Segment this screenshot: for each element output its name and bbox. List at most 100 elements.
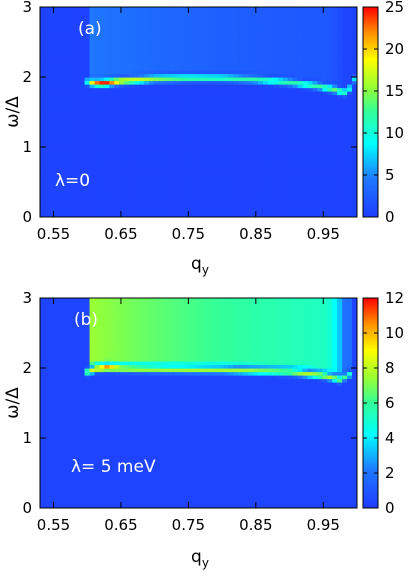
heat-cell xyxy=(267,206,274,211)
heat-cell xyxy=(94,66,101,71)
heat-cell xyxy=(322,143,328,148)
heat-cell xyxy=(148,161,155,166)
heat-cell xyxy=(183,178,190,183)
heat-cell xyxy=(40,119,46,124)
heat-cell xyxy=(243,21,249,26)
heat-cell xyxy=(287,168,294,173)
heat-cell xyxy=(178,49,185,54)
heat-cell xyxy=(104,105,110,110)
heat-cell xyxy=(223,133,229,138)
heat-cell xyxy=(287,210,294,215)
heat-cell xyxy=(84,21,91,26)
heat-cell xyxy=(94,203,101,208)
heat-cell xyxy=(158,115,165,120)
heat-cell xyxy=(223,196,229,201)
heat-cell xyxy=(134,77,140,82)
heat-cell xyxy=(129,126,135,131)
heat-cell xyxy=(64,203,71,208)
heat-cell xyxy=(322,24,328,29)
heat-cell xyxy=(64,28,71,33)
heat-cell xyxy=(148,115,155,120)
heat-cell xyxy=(94,140,101,145)
x-tick-label: 0.55 xyxy=(37,225,70,243)
heat-cell xyxy=(74,133,81,138)
heat-cell xyxy=(193,157,200,162)
heat-cell xyxy=(173,24,180,29)
heat-cell xyxy=(302,52,309,57)
heat-cell xyxy=(262,21,269,26)
heat-cell xyxy=(109,63,115,68)
heat-cell xyxy=(84,354,91,359)
heat-cell xyxy=(54,17,61,22)
heat-cell xyxy=(257,31,264,36)
heat-cell xyxy=(307,7,314,12)
heat-cell xyxy=(69,455,76,460)
heat-cell xyxy=(347,73,353,78)
heat-cell xyxy=(59,385,66,390)
heat-cell xyxy=(99,185,105,190)
heat-cell xyxy=(124,122,130,127)
heat-cell xyxy=(292,56,299,61)
heat-cell xyxy=(342,87,348,92)
heat-cell xyxy=(129,185,135,190)
heat-cell xyxy=(59,7,66,12)
heat-cell xyxy=(84,501,91,506)
heat-cell xyxy=(74,80,81,85)
heat-cell xyxy=(178,192,185,197)
heat-cell xyxy=(252,154,259,159)
heat-cell xyxy=(104,28,110,33)
heat-cell xyxy=(297,206,304,211)
heat-cell xyxy=(59,431,66,436)
x-axis-label-a-main: q xyxy=(191,254,202,274)
heat-cell xyxy=(233,80,239,85)
heat-cell xyxy=(94,368,101,373)
heat-cell xyxy=(163,17,170,22)
heat-cell xyxy=(178,129,185,134)
heat-cell xyxy=(74,385,81,390)
heat-cell xyxy=(322,84,328,89)
heat-cell xyxy=(64,136,71,141)
heat-cell xyxy=(183,49,190,54)
heat-cell xyxy=(233,63,239,68)
heat-cell xyxy=(54,368,61,373)
heat-cell xyxy=(114,368,120,373)
heat-cell xyxy=(213,147,219,152)
heat-cell xyxy=(79,59,86,64)
heat-cell xyxy=(292,24,299,29)
heat-cell xyxy=(277,189,284,194)
heat-cell xyxy=(69,417,76,422)
heat-cell xyxy=(312,157,318,162)
heat-cell xyxy=(104,42,110,47)
heat-cell xyxy=(238,14,244,19)
heat-cell xyxy=(178,52,185,57)
heat-cell xyxy=(148,105,155,110)
heat-cell xyxy=(99,175,105,180)
heat-cell xyxy=(317,210,323,215)
heat-cell xyxy=(198,119,205,124)
heat-cell xyxy=(332,182,338,187)
heat-cell xyxy=(153,168,160,173)
heat-cell xyxy=(49,171,56,176)
heat-cell xyxy=(109,101,115,106)
heat-cell xyxy=(153,182,160,187)
heat-cell xyxy=(282,28,289,33)
heat-cell xyxy=(153,189,160,194)
heat-cell xyxy=(79,417,86,422)
heat-cell xyxy=(307,84,314,89)
heat-cell xyxy=(94,185,101,190)
heat-cell xyxy=(129,164,135,169)
heat-cell xyxy=(322,17,328,22)
heat-cell xyxy=(59,445,66,450)
heat-cell xyxy=(144,77,150,82)
heat-cell xyxy=(40,476,46,481)
heat-cell xyxy=(119,385,125,390)
heat-cell xyxy=(94,35,101,40)
heat-cell xyxy=(69,49,76,54)
heat-cell xyxy=(44,150,51,155)
heat-cell xyxy=(124,115,130,120)
heat-cell xyxy=(243,210,249,215)
heat-cell xyxy=(59,189,66,194)
heat-cell xyxy=(54,126,61,131)
heat-cell xyxy=(277,210,284,215)
heat-cell xyxy=(49,168,56,173)
